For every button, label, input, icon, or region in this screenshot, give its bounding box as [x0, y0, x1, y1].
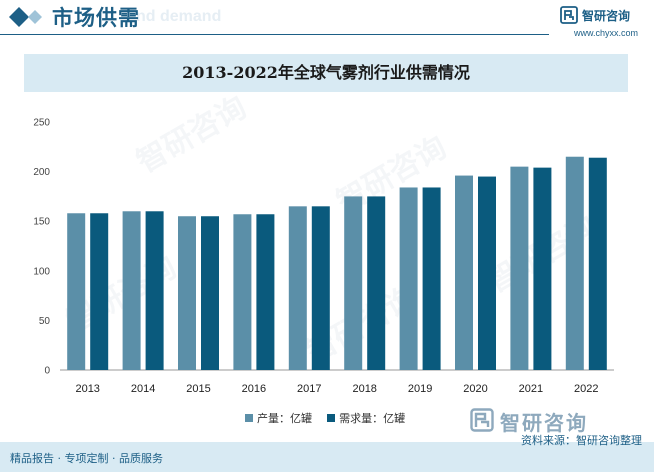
x-tick-label: 2019 [408, 383, 432, 395]
bar-production [510, 166, 529, 370]
bar-demand [367, 196, 386, 370]
x-tick-label: 2016 [242, 383, 266, 395]
page-footer: 精品报告 · 专项定制 · 品质服务 资料来源：智研咨询整理 [0, 434, 654, 472]
chart-title-band: 2013-2022年全球气雾剂行业供需情况 [24, 54, 628, 92]
x-tick-label: 2014 [131, 383, 155, 395]
x-tick-label: 2015 [186, 383, 210, 395]
y-tick-label: 150 [33, 217, 50, 228]
bar-production [67, 213, 86, 370]
bar-production [122, 211, 141, 370]
x-tick-label: 2013 [75, 383, 99, 395]
footer-logo: 智研咨询 [470, 408, 640, 435]
y-tick-label: 100 [33, 266, 50, 277]
footer-band [0, 442, 654, 472]
y-tick-label: 50 [39, 316, 51, 327]
page-title: 市场供需 [52, 6, 140, 30]
y-tick-label: 250 [33, 118, 50, 129]
x-tick-label: 2017 [297, 383, 321, 395]
bar-production [399, 187, 418, 370]
page-header: nd demand 市场供需 智研咨询 www.chyxx.com [0, 0, 654, 40]
legend-label-production: 产量：亿罐 [257, 412, 312, 425]
bar-demand [311, 206, 330, 370]
x-tick-label: 2018 [352, 383, 376, 395]
bar-demand [588, 157, 607, 370]
legend-item-demand: 需求量：亿罐 [327, 410, 405, 426]
logo-icon [560, 6, 578, 24]
bar-demand [145, 211, 164, 370]
diamond-icon [9, 7, 42, 27]
bar-demand [422, 187, 441, 370]
website-link[interactable]: www.chyxx.com [573, 28, 638, 38]
footer-brand-name: 智研咨询 [500, 411, 588, 435]
x-tick-label: 2022 [574, 383, 598, 395]
legend-item-production: 产量：亿罐 [245, 410, 312, 426]
logo-icon [470, 408, 494, 432]
bar-demand [478, 176, 496, 370]
bar-production [344, 196, 363, 370]
legend-swatch-production [245, 414, 253, 422]
bar-production [178, 216, 196, 370]
legend-label-demand: 需求量：亿罐 [339, 412, 406, 425]
header-ghost-text: nd demand [136, 8, 222, 25]
bar-production [288, 206, 307, 370]
chart-title: 2013-2022年全球气雾剂行业供需情况 [182, 63, 470, 82]
brand-logo: 智研咨询 [560, 6, 644, 24]
brand-name: 智研咨询 [582, 9, 631, 23]
source-note: 资料来源：智研咨询整理 [521, 434, 642, 447]
bar-demand [90, 213, 109, 370]
x-tick-label: 2021 [519, 383, 543, 395]
y-tick-label: 0 [44, 366, 50, 377]
header-divider [0, 34, 549, 35]
bar-demand [256, 214, 275, 370]
footer-tagline: 精品报告 · 专项定制 · 品质服务 [10, 452, 163, 465]
legend-swatch-demand [327, 414, 336, 422]
bar-production [565, 156, 584, 370]
y-tick-label: 200 [33, 167, 50, 178]
bar-demand [201, 216, 219, 370]
bar-production [233, 214, 252, 370]
bar-production [455, 175, 473, 370]
chart-legend: 产量：亿罐 需求量：亿罐 [245, 407, 415, 426]
bar-demand [533, 167, 552, 370]
x-tick-label: 2020 [463, 383, 487, 395]
